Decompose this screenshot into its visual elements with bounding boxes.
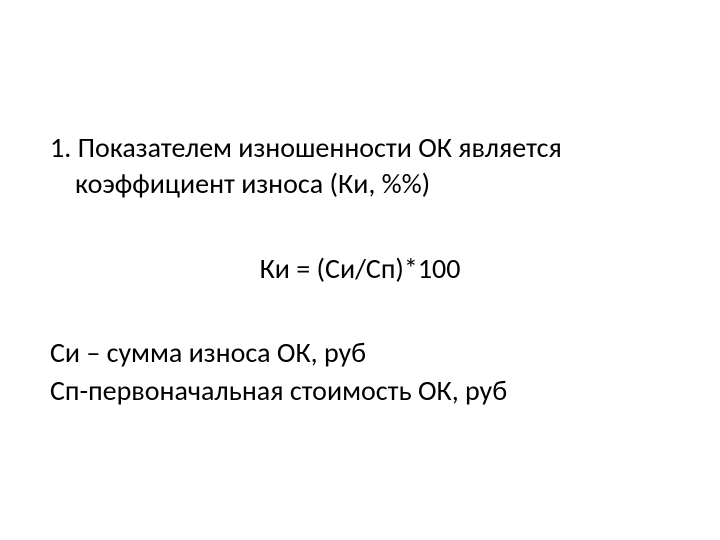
intro-text-line1: 1. Показателем изношенности ОК является [50,130,670,166]
definition-sp: Сп-первоначальная стоимость ОК, руб [50,372,670,410]
formula-text: Ки = (Си/Сп)*100 [50,251,670,286]
definition-si: Си – сумма износа ОК, руб [50,334,670,372]
intro-text-line2: коэффициент износа (Ки, %%) [75,166,670,202]
